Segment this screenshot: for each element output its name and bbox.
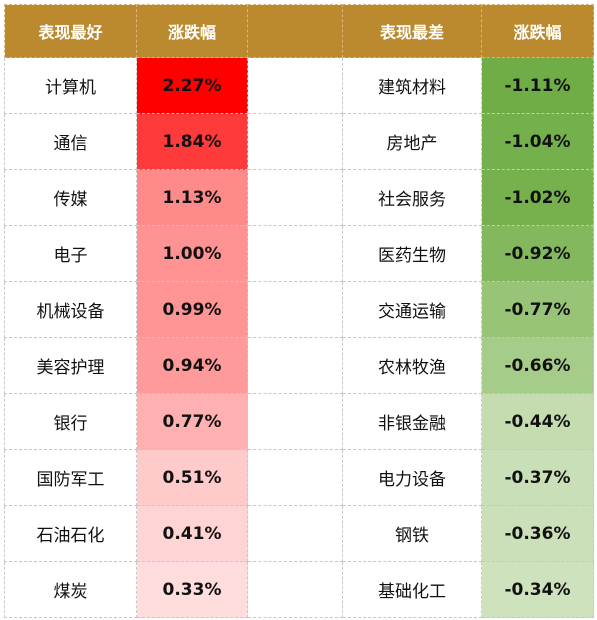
worst-change-value: -0.36% <box>481 505 594 562</box>
table-row: 石油石化 0.41% 钢铁 -0.36% <box>4 505 594 562</box>
gap-cell <box>247 449 343 506</box>
worst-industry-name: 电力设备 <box>342 449 482 506</box>
gap-cell <box>247 225 343 282</box>
worst-industry-name: 房地产 <box>342 113 482 170</box>
table-row: 煤炭 0.33% 基础化工 -0.34% <box>4 561 594 618</box>
worst-change-value: -1.02% <box>481 169 594 226</box>
gap-cell <box>247 281 343 338</box>
worst-title-header: 表现最差 <box>342 4 482 58</box>
worst-industry-name: 钢铁 <box>342 505 482 562</box>
gap-cell <box>247 561 343 618</box>
table-body: 计算机 2.27% 建筑材料 -1.11% 通信 1.84% 房地产 -1.04… <box>4 57 594 618</box>
gap-cell <box>247 169 343 226</box>
worst-change-value: -0.92% <box>481 225 594 282</box>
worst-industry-name: 社会服务 <box>342 169 482 226</box>
best-change-value: 0.99% <box>136 281 248 338</box>
best-industry-name: 电子 <box>4 225 137 282</box>
best-change-value: 2.27% <box>136 57 248 114</box>
worst-change-value: -0.66% <box>481 337 594 394</box>
table-row: 传媒 1.13% 社会服务 -1.02% <box>4 169 594 226</box>
worst-industry-name: 非银金融 <box>342 393 482 450</box>
best-industry-name: 国防军工 <box>4 449 137 506</box>
worst-change-header: 涨跌幅 <box>481 4 594 58</box>
gap-cell <box>247 57 343 114</box>
worst-change-value: -0.44% <box>481 393 594 450</box>
gap-cell <box>247 113 343 170</box>
gap-cell <box>247 505 343 562</box>
table-row: 美容护理 0.94% 农林牧渔 -0.66% <box>4 337 594 394</box>
best-industry-name: 美容护理 <box>4 337 137 394</box>
header-row: 表现最好 涨跌幅 表现最差 涨跌幅 <box>4 4 594 58</box>
table-row: 电子 1.00% 医药生物 -0.92% <box>4 225 594 282</box>
best-change-value: 0.51% <box>136 449 248 506</box>
best-change-value: 1.13% <box>136 169 248 226</box>
gap-cell <box>247 337 343 394</box>
best-industry-name: 传媒 <box>4 169 137 226</box>
best-change-value: 1.84% <box>136 113 248 170</box>
best-industry-name: 石油石化 <box>4 505 137 562</box>
table-row: 机械设备 0.99% 交通运输 -0.77% <box>4 281 594 338</box>
worst-change-value: -0.34% <box>481 561 594 618</box>
best-industry-name: 煤炭 <box>4 561 137 618</box>
header-gap <box>247 4 343 58</box>
worst-industry-name: 交通运输 <box>342 281 482 338</box>
worst-change-value: -1.04% <box>481 113 594 170</box>
table-row: 银行 0.77% 非银金融 -0.44% <box>4 393 594 450</box>
table-row: 国防军工 0.51% 电力设备 -0.37% <box>4 449 594 506</box>
industry-performance-table: 表现最好 涨跌幅 表现最差 涨跌幅 计算机 2.27% 建筑材料 -1.11% … <box>4 4 594 618</box>
worst-change-value: -0.77% <box>481 281 594 338</box>
best-title-header: 表现最好 <box>4 4 137 58</box>
gap-cell <box>247 393 343 450</box>
best-change-value: 1.00% <box>136 225 248 282</box>
best-industry-name: 计算机 <box>4 57 137 114</box>
best-change-value: 0.77% <box>136 393 248 450</box>
best-change-value: 0.94% <box>136 337 248 394</box>
best-industry-name: 银行 <box>4 393 137 450</box>
worst-industry-name: 农林牧渔 <box>342 337 482 394</box>
best-change-header: 涨跌幅 <box>136 4 248 58</box>
worst-industry-name: 医药生物 <box>342 225 482 282</box>
best-change-value: 0.33% <box>136 561 248 618</box>
worst-change-value: -0.37% <box>481 449 594 506</box>
best-industry-name: 通信 <box>4 113 137 170</box>
table-row: 计算机 2.27% 建筑材料 -1.11% <box>4 57 594 114</box>
table-row: 通信 1.84% 房地产 -1.04% <box>4 113 594 170</box>
worst-industry-name: 基础化工 <box>342 561 482 618</box>
worst-industry-name: 建筑材料 <box>342 57 482 114</box>
worst-change-value: -1.11% <box>481 57 594 114</box>
best-industry-name: 机械设备 <box>4 281 137 338</box>
best-change-value: 0.41% <box>136 505 248 562</box>
